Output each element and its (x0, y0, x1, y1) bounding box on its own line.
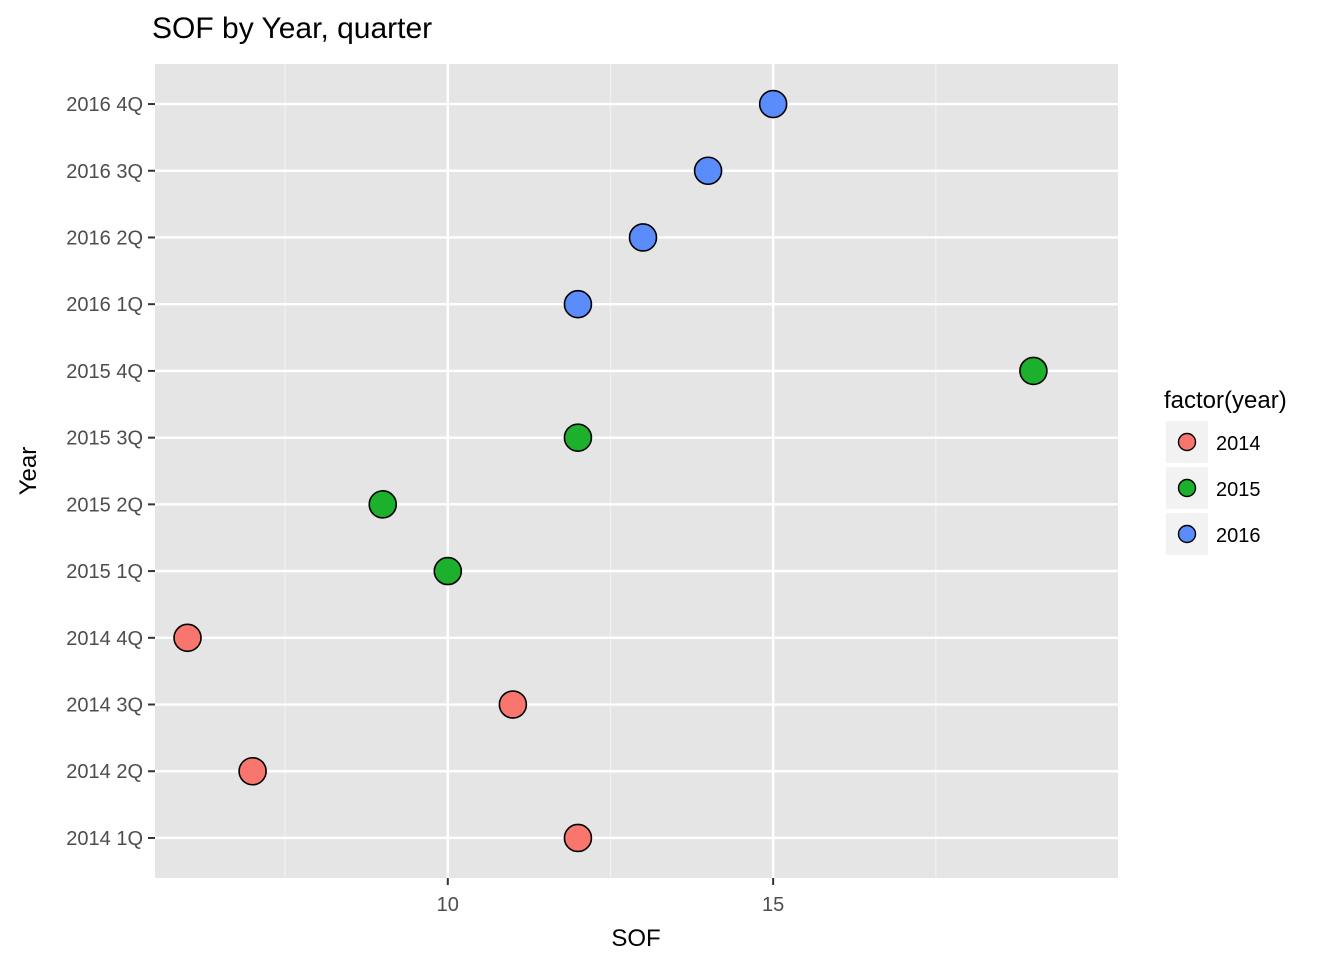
x-tick-label: 10 (437, 894, 459, 916)
data-point-2015 (433, 556, 463, 586)
y-tick-label: 2014 2Q (66, 761, 143, 783)
legend-label: 2016 (1216, 525, 1261, 547)
legend-swatch-2014 (1177, 432, 1197, 452)
y-tick-label: 2014 4Q (66, 628, 143, 650)
plot-panel (155, 64, 1118, 878)
x-axis-label: SOF (611, 925, 660, 952)
data-point-2014 (238, 756, 267, 786)
y-tick-label: 2015 1Q (66, 561, 143, 583)
data-point-2015 (563, 423, 593, 452)
legend-label: 2014 (1216, 433, 1261, 455)
data-point-2016 (758, 89, 788, 119)
data-points (173, 89, 1048, 853)
data-point-2014 (498, 690, 528, 719)
y-tick-label: 2015 4Q (66, 361, 143, 383)
legend-label: 2015 (1216, 479, 1261, 501)
x-tick-label: 15 (762, 894, 784, 916)
data-point-2016 (628, 223, 658, 252)
legend-swatch-2015 (1177, 478, 1197, 498)
data-point-2015 (368, 490, 398, 519)
y-tick-label: 2016 3Q (66, 161, 143, 183)
grid-lines (155, 64, 1118, 878)
y-axis-label: Year (15, 447, 42, 496)
chart-title: SOF by Year, quarter (152, 12, 432, 45)
legend: factor(year) 2014 2015 2016 (1164, 387, 1287, 555)
legend-swatch-2016 (1177, 524, 1197, 544)
data-point-2016 (693, 156, 723, 186)
y-tick-label: 2016 2Q (66, 227, 143, 249)
y-tick-label: 2014 3Q (66, 695, 143, 717)
y-tick-label: 2015 3Q (66, 428, 143, 450)
y-tick-label: 2016 4Q (66, 94, 143, 116)
y-tick-label: 2016 1Q (66, 294, 143, 316)
data-point-2015 (1019, 356, 1048, 386)
y-tick-label: 2014 1Q (66, 828, 143, 850)
legend-title: factor(year) (1164, 387, 1287, 414)
data-point-2014 (563, 823, 593, 853)
axis-ticks: 10 15 2014 1Q 2014 2Q 2014 3Q 2014 4Q 2015 1Q 2… (66, 94, 784, 916)
data-point-2014 (173, 623, 202, 653)
y-tick-label: 2015 2Q (66, 494, 143, 516)
data-point-2016 (563, 289, 593, 319)
